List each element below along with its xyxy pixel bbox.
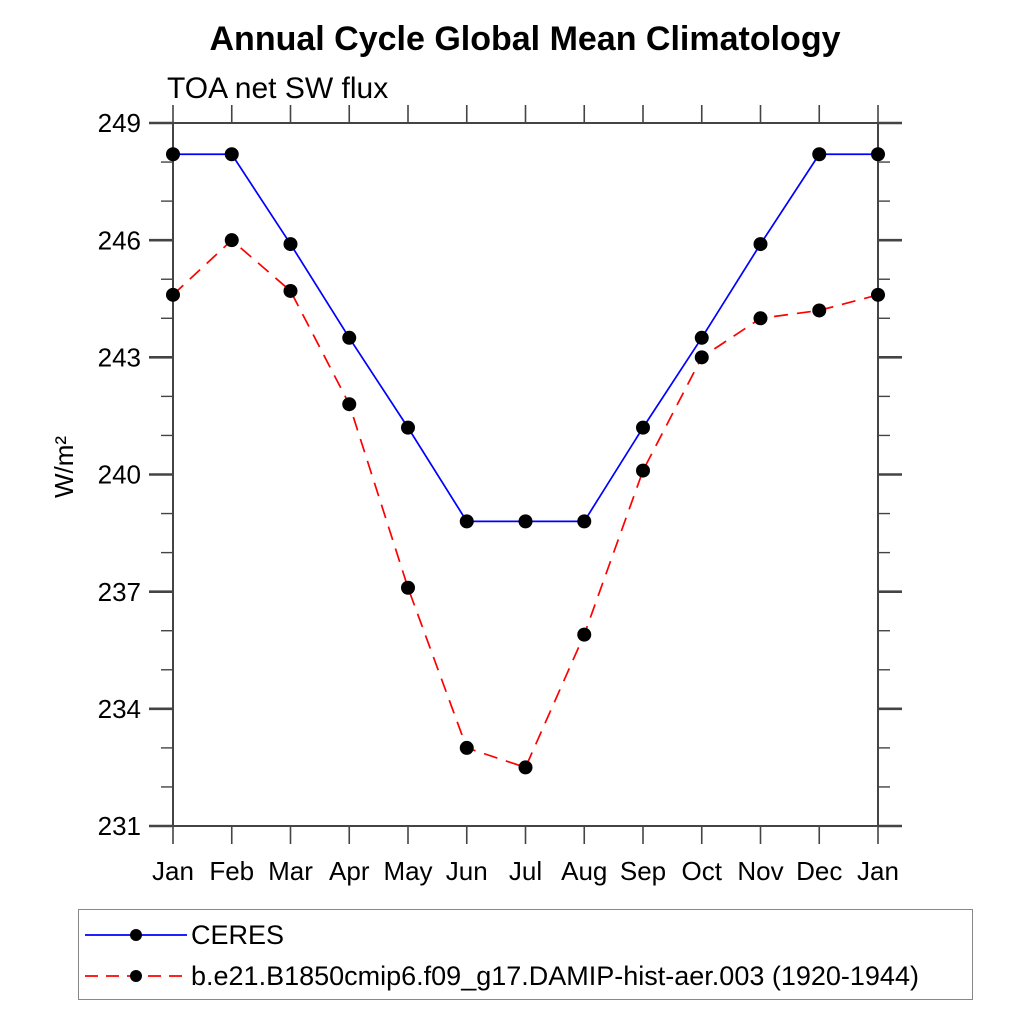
data-point-marker	[224, 233, 239, 248]
x-tick-label: May	[383, 856, 432, 886]
series-1	[166, 233, 885, 775]
x-tick-labels: Jan Feb Mar Apr May Jun Jul Aug Sep Oct Nov Dec Jan	[152, 856, 899, 886]
x-tick-label: Apr	[329, 856, 370, 886]
series-line-0	[173, 153, 878, 523]
x-tick-label: Aug	[561, 856, 607, 886]
series-line-1	[172, 239, 879, 769]
data-point-marker	[401, 580, 415, 595]
data-point-marker	[224, 147, 239, 162]
x-tick-label: Jan	[857, 856, 899, 886]
data-point-marker	[636, 420, 650, 435]
data-point-marker	[518, 760, 533, 775]
legend-entry-ceres: CERES	[83, 919, 285, 950]
data-point-marker	[459, 514, 474, 529]
data-point-marker	[812, 147, 827, 162]
data-point-marker	[694, 350, 709, 365]
data-point-marker	[812, 303, 827, 318]
data-point-marker	[636, 463, 650, 478]
y-tick-labels: 231 234 237 240 243 246 249	[98, 108, 141, 841]
legend-marker-dot	[130, 929, 142, 941]
data-point-marker	[577, 627, 592, 642]
legend-label-ceres: CERES	[191, 919, 285, 950]
x-tick-label: Dec	[796, 856, 842, 886]
y-tick-label: 246	[98, 225, 141, 255]
y-tick-label: 237	[98, 577, 141, 607]
data-point-marker	[753, 311, 768, 326]
legend-label-model: b.e21.B1850cmip6.f09_g17.DAMIP-hist-aer.…	[191, 960, 919, 991]
data-point-marker	[694, 330, 709, 345]
x-tick-label: Mar	[268, 856, 313, 886]
legend-line-sample-dashed	[85, 970, 187, 982]
x-tick-label: Jul	[509, 856, 542, 886]
data-point-marker	[166, 287, 180, 302]
data-point-marker	[459, 740, 474, 755]
plot-frame	[172, 122, 879, 827]
data-point-marker	[518, 514, 533, 529]
legend-entry-model: b.e21.B1850cmip6.f09_g17.DAMIP-hist-aer.…	[83, 960, 919, 991]
x-tick-label: Oct	[682, 856, 723, 886]
data-point-marker	[342, 330, 357, 345]
x-tick-label: Nov	[737, 856, 783, 886]
data-point-marker	[753, 237, 768, 252]
axis-ticks	[149, 105, 902, 844]
x-tick-label: Jan	[152, 856, 194, 886]
data-point-marker	[577, 514, 592, 529]
legend-line-sample-solid	[85, 929, 187, 941]
chart-title: Annual Cycle Global Mean Climatology	[209, 20, 841, 58]
x-tick-label: Jun	[446, 856, 488, 886]
series-0	[166, 147, 885, 529]
y-tick-label: 249	[98, 108, 141, 138]
chart-subtitle: TOA net SW flux	[167, 72, 389, 105]
y-tick-label: 243	[98, 342, 141, 372]
data-point-marker	[166, 147, 180, 162]
data-point-marker	[401, 420, 415, 435]
x-tick-label: Sep	[620, 856, 666, 886]
y-tick-label: 234	[98, 694, 141, 724]
legend-marker-dot	[130, 970, 142, 982]
y-tick-label: 231	[98, 811, 141, 841]
x-tick-label: Feb	[209, 856, 254, 886]
data-point-marker	[283, 283, 298, 298]
data-point-marker	[871, 287, 885, 302]
legend: CERES b.e21.B1850cmip6.f09_g17.DAMIP-his…	[78, 909, 973, 1000]
data-point-marker	[871, 147, 885, 162]
data-point-marker	[283, 237, 298, 252]
y-tick-label: 240	[98, 460, 141, 490]
data-point-marker	[342, 397, 357, 412]
